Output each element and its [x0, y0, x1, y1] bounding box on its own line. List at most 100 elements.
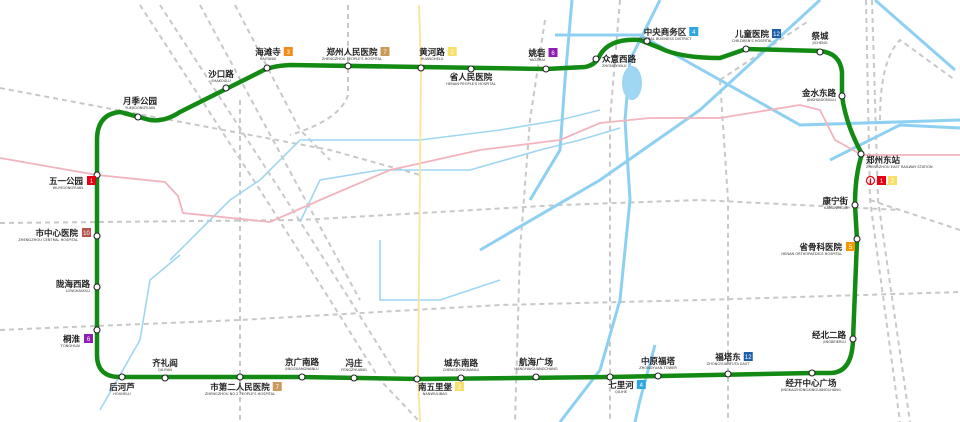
- station-name: 郑州东站: [866, 155, 901, 166]
- station-marker[interactable]: [222, 84, 230, 92]
- station-marker[interactable]: [413, 375, 421, 383]
- station-marker[interactable]: [849, 335, 857, 343]
- station-marker[interactable]: [93, 232, 101, 240]
- line-number: 7: [383, 50, 387, 56]
- line-2-badge[interactable]: 2: [455, 382, 465, 391]
- station-name: 齐礼阎: [152, 358, 178, 369]
- line-1-badge[interactable]: 1: [877, 176, 886, 185]
- station-marker[interactable]: [857, 150, 865, 158]
- station-name: 康宁街: [822, 196, 848, 207]
- line-10-badge[interactable]: 10: [82, 228, 91, 237]
- line-2-badge[interactable]: 2: [888, 176, 897, 185]
- station-marker[interactable]: [808, 369, 816, 377]
- station-marker[interactable]: [93, 326, 101, 334]
- station-marker[interactable]: [853, 235, 861, 243]
- river: [829, 123, 960, 162]
- station-marker[interactable]: [417, 64, 425, 72]
- station-marker[interactable]: [838, 92, 846, 100]
- line-3-badge[interactable]: 3: [283, 47, 293, 56]
- station-marker[interactable]: [724, 370, 732, 378]
- station-marker[interactable]: [467, 65, 475, 73]
- river: [874, 0, 956, 72]
- line-4-badge[interactable]: 4: [636, 380, 646, 389]
- station-pinyin: JINGGUANGNANLU: [284, 367, 319, 371]
- line-2-badge[interactable]: 2: [447, 47, 457, 56]
- line-12-badge[interactable]: 12: [743, 352, 753, 361]
- station-marker[interactable]: [344, 62, 352, 70]
- line-4-badge[interactable]: 4: [689, 27, 699, 36]
- line-5-badge[interactable]: 5: [846, 242, 855, 251]
- line-12-badge[interactable]: 12: [772, 29, 782, 38]
- station-marker[interactable]: [298, 373, 306, 381]
- station-marker[interactable]: [118, 373, 126, 381]
- station-marker[interactable]: [134, 113, 142, 121]
- station-marker[interactable]: [532, 373, 540, 381]
- station-marker[interactable]: [606, 373, 614, 381]
- station-marker[interactable]: [161, 374, 169, 382]
- station-name: 经开中心广场: [785, 378, 837, 389]
- station-marker[interactable]: [816, 48, 824, 56]
- railway: [869, 199, 960, 231]
- line-number: 7: [276, 385, 280, 391]
- station-marker[interactable]: [263, 64, 271, 72]
- station-marker[interactable]: [742, 45, 750, 53]
- line-number: 12: [745, 355, 752, 361]
- station-marker[interactable]: [643, 37, 651, 45]
- station-marker[interactable]: [542, 65, 550, 73]
- loop-line: [94, 37, 865, 382]
- station-marker[interactable]: [236, 373, 244, 381]
- station-pinyin: QILIYAN: [158, 368, 172, 372]
- station-name: 儿童医院: [734, 29, 770, 40]
- line-6-badge[interactable]: 6: [84, 334, 93, 343]
- station-pinyin: LONGHAIXILU: [66, 289, 91, 293]
- station-marker[interactable]: [851, 201, 859, 209]
- station-name: 京广南路: [285, 357, 320, 368]
- station-marker[interactable]: [457, 374, 465, 382]
- line-1-badge[interactable]: 1: [87, 176, 96, 185]
- station-marker[interactable]: [350, 374, 358, 382]
- station-marker[interactable]: [654, 372, 662, 380]
- station-pinyin: ZHONGYUAN TOWER: [639, 366, 677, 370]
- line-7-badge[interactable]: 7: [272, 382, 282, 391]
- line-7-badge[interactable]: 7: [380, 47, 390, 56]
- station-marker[interactable]: [592, 55, 600, 63]
- station-marker[interactable]: [93, 283, 101, 291]
- river: [528, 0, 574, 201]
- line-6-badge[interactable]: 6: [548, 48, 558, 57]
- station-pinyin: ZHENGZHOU CENTRAL HOSPITAL: [18, 238, 78, 242]
- station-name: 陇海西路: [56, 279, 91, 290]
- station-pinyin: NANWULIBAO: [423, 392, 448, 396]
